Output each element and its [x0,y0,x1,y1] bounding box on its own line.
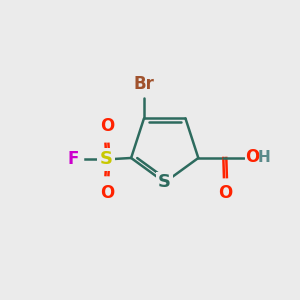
Text: S: S [158,173,171,191]
Text: O: O [100,117,114,135]
Text: F: F [68,150,79,168]
Text: S: S [100,150,112,168]
Text: Br: Br [134,75,154,93]
Text: O: O [245,148,260,166]
Text: H: H [257,150,270,165]
Text: O: O [100,184,114,202]
Text: O: O [218,184,233,202]
